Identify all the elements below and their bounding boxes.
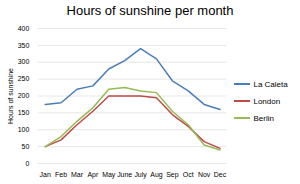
svg-text:July: July — [134, 171, 147, 179]
svg-text:100: 100 — [18, 126, 30, 133]
svg-text:Mar: Mar — [71, 171, 84, 178]
svg-text:May: May — [102, 171, 116, 179]
svg-text:Jan: Jan — [40, 171, 51, 178]
svg-text:June: June — [117, 171, 132, 178]
svg-text:Sep: Sep — [166, 171, 178, 179]
html-text:London: London — [253, 97, 281, 106]
svg-text:200: 200 — [18, 92, 30, 99]
svg-text:Aug: Aug — [150, 171, 162, 179]
svg-text:300: 300 — [18, 58, 30, 65]
svg-text:Dec: Dec — [214, 171, 227, 178]
html-text:La Caleta: La Caleta — [253, 80, 288, 89]
svg-text:Apr: Apr — [87, 171, 98, 179]
svg-text:Nov: Nov — [198, 171, 211, 178]
svg-text:50: 50 — [22, 143, 30, 150]
svg-text:150: 150 — [18, 109, 30, 116]
html-text:Hours of sunshine per month: Hours of sunshine per month — [66, 3, 234, 18]
svg-text:Feb: Feb — [55, 171, 67, 178]
svg-text:250: 250 — [18, 75, 30, 82]
svg-text:400: 400 — [18, 25, 30, 32]
svg-text:350: 350 — [18, 42, 30, 49]
svg-text:0: 0 — [25, 160, 29, 167]
svg-text:Hours of sunshine: Hours of sunshine — [7, 68, 14, 124]
html-text:Berlin: Berlin — [253, 114, 274, 123]
svg-text:Oct: Oct — [183, 171, 194, 178]
